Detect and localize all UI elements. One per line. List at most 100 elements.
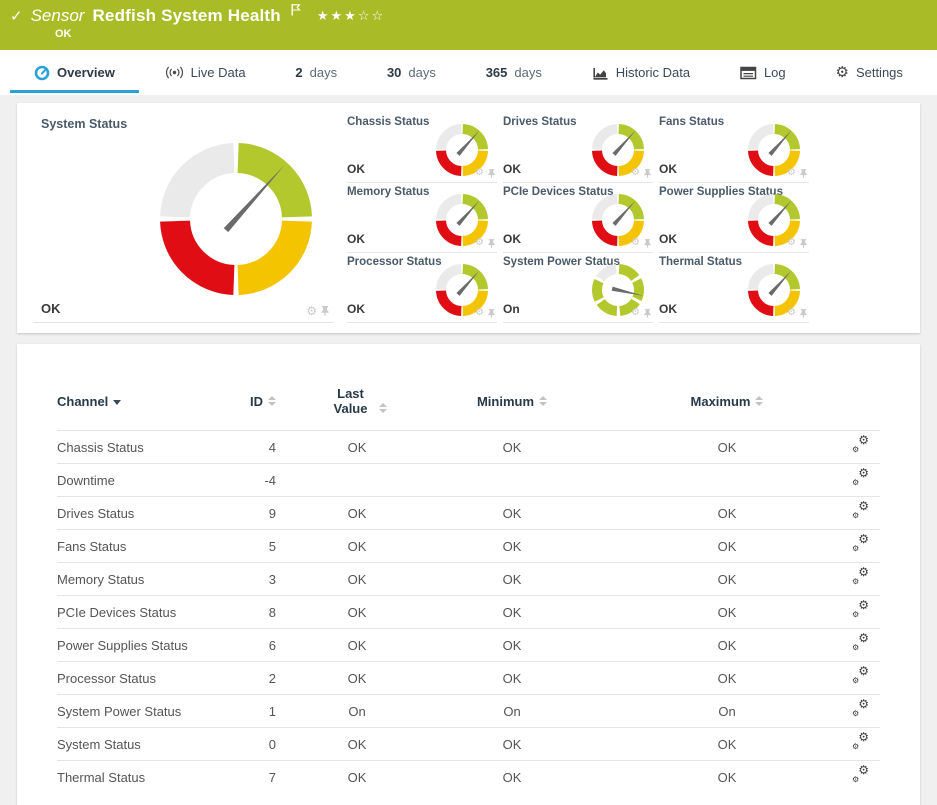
channel-name-link[interactable]: Chassis Status	[57, 439, 144, 455]
column-header-channel[interactable]: Channel	[57, 394, 232, 409]
tab-log[interactable]: Log	[728, 50, 798, 95]
channel-name-link[interactable]: Memory Status	[57, 571, 145, 587]
channel-settings-button[interactable]: ⚙ ⚙	[842, 665, 879, 688]
channel-maximum: OK	[717, 736, 737, 752]
channel-name-link[interactable]: Drives Status	[57, 505, 135, 521]
channel-gauge-value: OK	[347, 232, 365, 246]
gear-icon[interactable]: ⚙	[787, 167, 796, 178]
channel-minimum: OK	[502, 538, 522, 554]
tab-settings[interactable]: ⚙ Settings	[835, 64, 903, 81]
tab-overview[interactable]: Overview	[10, 50, 139, 95]
column-header-minimum[interactable]: Minimum	[412, 394, 612, 409]
channel-name-link[interactable]: Power Supplies Status	[57, 637, 188, 653]
channel-settings-button[interactable]: ⚙ ⚙	[842, 533, 879, 556]
channel-name-link[interactable]: Thermal Status	[57, 769, 146, 785]
stars-empty-icon: ☆☆	[357, 8, 386, 23]
channel-settings-button[interactable]: ⚙ ⚙	[842, 467, 879, 490]
pin-icon[interactable]	[800, 308, 807, 318]
channel-gauge-title: Processor Status	[347, 256, 442, 268]
pin-icon[interactable]	[488, 238, 495, 248]
channel-name-link[interactable]: System Status	[57, 736, 141, 752]
gauge-value: OK	[41, 301, 61, 316]
channel-gauge-panel[interactable]: PCIe Devices Status OK ⚙	[503, 183, 653, 253]
channel-settings-button[interactable]: ⚙ ⚙	[842, 597, 879, 622]
column-header-id[interactable]: ID	[232, 394, 302, 409]
gear-icon[interactable]: ⚙	[475, 237, 484, 248]
pin-icon[interactable]	[644, 238, 651, 248]
channel-gauge	[436, 124, 488, 176]
channel-id: 9	[268, 505, 276, 521]
channel-gauge-value: OK	[503, 232, 521, 246]
channel-gauge	[748, 124, 800, 176]
channel-gauge-panel[interactable]: Power Supplies Status OK ⚙	[659, 183, 809, 253]
channel-last-value: OK	[347, 604, 367, 620]
channel-settings-button[interactable]: ⚙ ⚙	[842, 500, 879, 523]
channel-gauge-panel[interactable]: Chassis Status OK ⚙	[347, 113, 497, 183]
tab-2-days[interactable]: 2 days	[295, 65, 338, 80]
area-chart-icon	[592, 65, 609, 80]
sort-icon	[755, 395, 764, 406]
gear-icon[interactable]: ⚙	[787, 307, 796, 318]
channel-id: 0	[268, 736, 276, 752]
channel-gauge-panel[interactable]: Thermal Status OK ⚙	[659, 253, 809, 323]
channel-gauge-title: Thermal Status	[659, 256, 743, 268]
channel-gauge	[592, 194, 644, 246]
channel-settings-button[interactable]: ⚙ ⚙	[842, 564, 879, 589]
channel-settings-button[interactable]: ⚙ ⚙	[842, 698, 879, 721]
channel-gauge-panel[interactable]: Processor Status OK ⚙	[347, 253, 497, 323]
channel-gauge-title: PCIe Devices Status	[503, 186, 614, 198]
pin-icon[interactable]	[321, 306, 329, 316]
system-status-panel[interactable]: System Status OK ⚙	[33, 113, 333, 323]
channel-gauge-panel[interactable]: Fans Status OK ⚙	[659, 113, 809, 183]
pin-icon[interactable]	[800, 238, 807, 248]
tab-historic-data[interactable]: Historic Data	[580, 50, 702, 95]
pin-icon[interactable]	[644, 168, 651, 178]
gear-icon[interactable]: ⚙	[475, 307, 484, 318]
pin-icon[interactable]	[644, 308, 651, 318]
channel-gauge-panel[interactable]: Drives Status OK ⚙	[503, 113, 653, 183]
channel-name-link[interactable]: Downtime	[57, 472, 115, 488]
tab-30-days[interactable]: 30 days	[386, 65, 436, 80]
channel-gauge-value: OK	[347, 162, 365, 176]
priority-star-rating[interactable]: ★★★☆☆	[317, 8, 385, 24]
channel-name-link[interactable]: Processor Status	[57, 670, 156, 686]
table-row: System Status 0 OK OK OK ⚙ ⚙	[57, 727, 880, 760]
channel-gauge	[436, 264, 488, 316]
channel-gauge	[592, 124, 644, 176]
tab-365-days[interactable]: 365 days	[485, 65, 542, 80]
channel-settings-button[interactable]: ⚙ ⚙	[842, 434, 879, 457]
pin-icon[interactable]	[800, 168, 807, 178]
gears-icon: ⚙ ⚙	[852, 564, 869, 586]
channel-id: 2	[268, 670, 276, 686]
channel-id: 6	[268, 637, 276, 653]
gear-icon[interactable]: ⚙	[631, 167, 640, 178]
column-header-maximum[interactable]: Maximum	[612, 394, 842, 409]
sensor-header: ✓ Sensor Redfish System Health ★★★☆☆ OK	[0, 0, 937, 50]
channel-settings-button[interactable]: ⚙ ⚙	[842, 764, 879, 787]
flag-icon[interactable]	[291, 3, 301, 21]
table-row: Drives Status 9 OK OK OK ⚙ ⚙	[57, 496, 880, 529]
channel-name-link[interactable]: PCIe Devices Status	[57, 604, 177, 620]
gear-icon[interactable]: ⚙	[787, 237, 796, 248]
channel-maximum: OK	[717, 604, 737, 620]
tab-live-data[interactable]: Live Data	[153, 50, 258, 95]
gears-icon: ⚙ ⚙	[852, 597, 869, 619]
channel-minimum: OK	[502, 439, 522, 455]
channel-maximum: OK	[717, 571, 737, 587]
column-header-last-value[interactable]: Last Value	[302, 386, 412, 416]
channel-settings-button[interactable]: ⚙ ⚙	[842, 731, 879, 754]
channel-minimum: OK	[502, 505, 522, 521]
channel-gauge-panel[interactable]: System Power Status On ⚙	[503, 253, 653, 323]
channel-name-link[interactable]: Fans Status	[57, 538, 127, 554]
gear-icon[interactable]: ⚙	[631, 307, 640, 318]
pin-icon[interactable]	[488, 168, 495, 178]
pin-icon[interactable]	[488, 308, 495, 318]
channel-settings-button[interactable]: ⚙ ⚙	[842, 632, 879, 655]
gear-icon[interactable]: ⚙	[475, 167, 484, 178]
channel-id: 3	[268, 571, 276, 587]
gear-icon[interactable]: ⚙	[631, 237, 640, 248]
channel-name-link[interactable]: System Power Status	[57, 703, 182, 719]
channel-last-value: OK	[347, 505, 367, 521]
channel-gauge-panel[interactable]: Memory Status OK ⚙	[347, 183, 497, 253]
gear-icon[interactable]: ⚙	[306, 304, 317, 318]
